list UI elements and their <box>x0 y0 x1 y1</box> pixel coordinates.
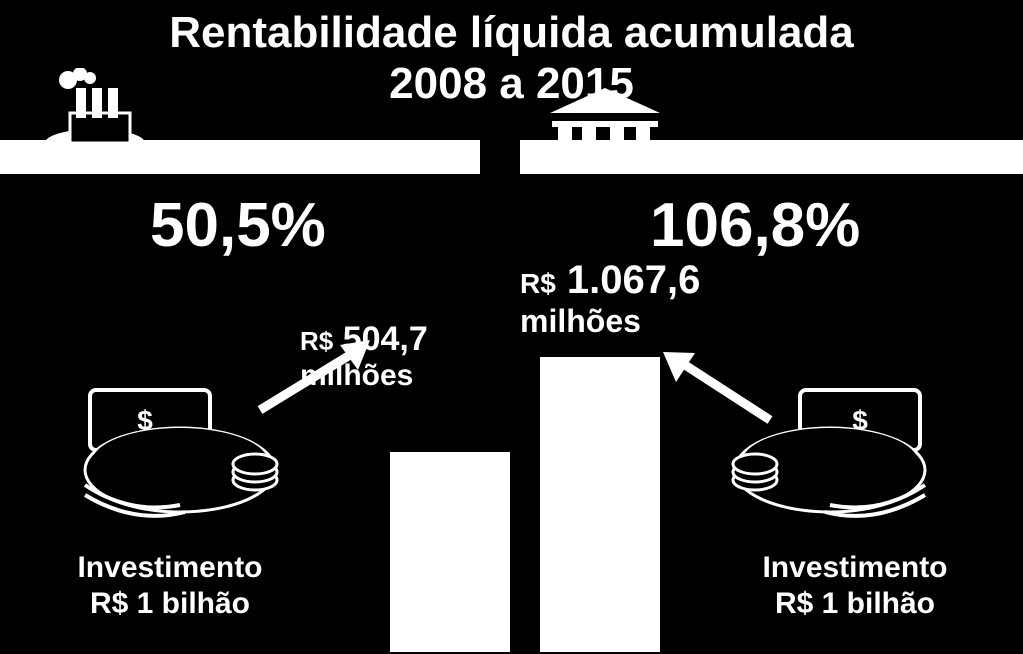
bar-right <box>540 357 660 652</box>
bar-right-currency: R$ <box>520 268 556 299</box>
factory-icon <box>40 68 150 158</box>
investment-left: Investimento R$ 1 bilhão <box>45 550 295 622</box>
bar-right-value: 1.067,6 <box>567 258 700 302</box>
bar-right-label: R$ 1.067,6 milhões <box>520 258 700 340</box>
bar-left <box>390 452 510 652</box>
bank-icon <box>540 88 670 178</box>
money-stack-right-icon: $ <box>720 380 940 520</box>
invest-right-line2: R$ 1 bilhão <box>775 587 935 620</box>
percent-left: 50,5% <box>150 190 326 261</box>
invest-left-line1: Investimento <box>77 551 262 584</box>
bar-right-unit: milhões <box>520 303 700 340</box>
title-line1: Rentabilidade líquida acumulada <box>169 8 854 57</box>
title: Rentabilidade líquida acumulada 2008 a 2… <box>0 8 1023 109</box>
money-stack-left-icon: $ <box>70 380 290 520</box>
invest-right-line1: Investimento <box>762 551 947 584</box>
investment-right: Investimento R$ 1 bilhão <box>730 550 980 622</box>
invest-left-line2: R$ 1 bilhão <box>90 587 250 620</box>
percent-right: 106,8% <box>650 190 860 261</box>
